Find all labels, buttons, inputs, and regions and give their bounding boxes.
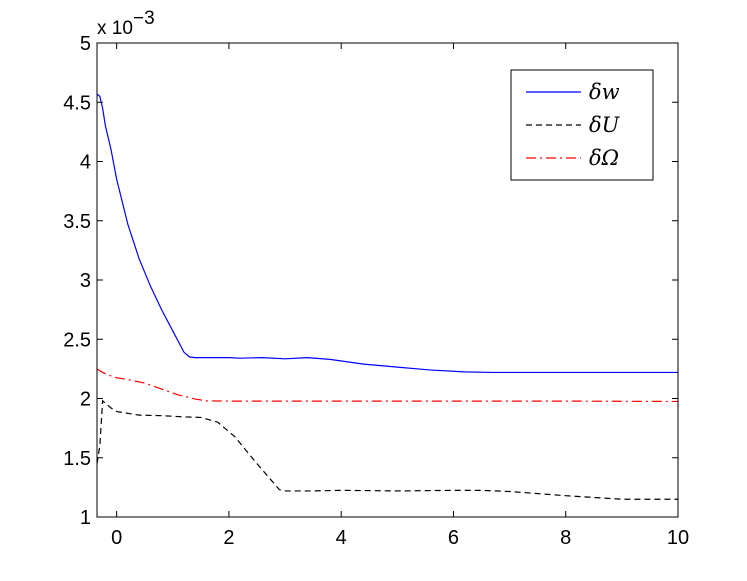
series-line-1 xyxy=(97,93,678,374)
x-tick-label: 4 xyxy=(336,527,347,549)
plot-area: 0 2 4 6 8 10 1 1.5 2 2.5 3 3.5 4 4.5 5 x 10 −3 xyxy=(63,8,689,549)
legend-label-3: δΩ xyxy=(589,146,619,170)
y-tick-label: 4.5 xyxy=(63,92,91,114)
legend: δw δU δΩ xyxy=(510,69,654,181)
x-tick-label: 2 xyxy=(223,527,234,549)
y-tick-label: 3 xyxy=(80,270,91,292)
y-scale-exponent: −3 xyxy=(133,8,155,29)
legend-box xyxy=(510,69,654,181)
x-tick-label: 0 xyxy=(111,527,122,549)
y-tick-label: 2 xyxy=(80,389,91,411)
y-tick-label: 5 xyxy=(80,33,91,55)
y-scale-factor: x 10 xyxy=(97,18,133,39)
y-tick-label: 2.5 xyxy=(63,329,91,351)
x-tick-label: 10 xyxy=(667,527,689,549)
legend-label-1: δw xyxy=(589,80,620,104)
legend-label-2: δU xyxy=(589,113,621,137)
y-tick-label: 4 xyxy=(80,152,91,174)
series-line-2 xyxy=(97,399,678,500)
y-tick-label: 1.5 xyxy=(63,448,91,470)
series-line-3 xyxy=(97,368,678,403)
y-tick-label: 3.5 xyxy=(63,211,91,233)
y-tick-label: 1 xyxy=(80,507,91,529)
x-tick-label: 8 xyxy=(560,527,571,549)
x-tick-label: 6 xyxy=(448,527,459,549)
